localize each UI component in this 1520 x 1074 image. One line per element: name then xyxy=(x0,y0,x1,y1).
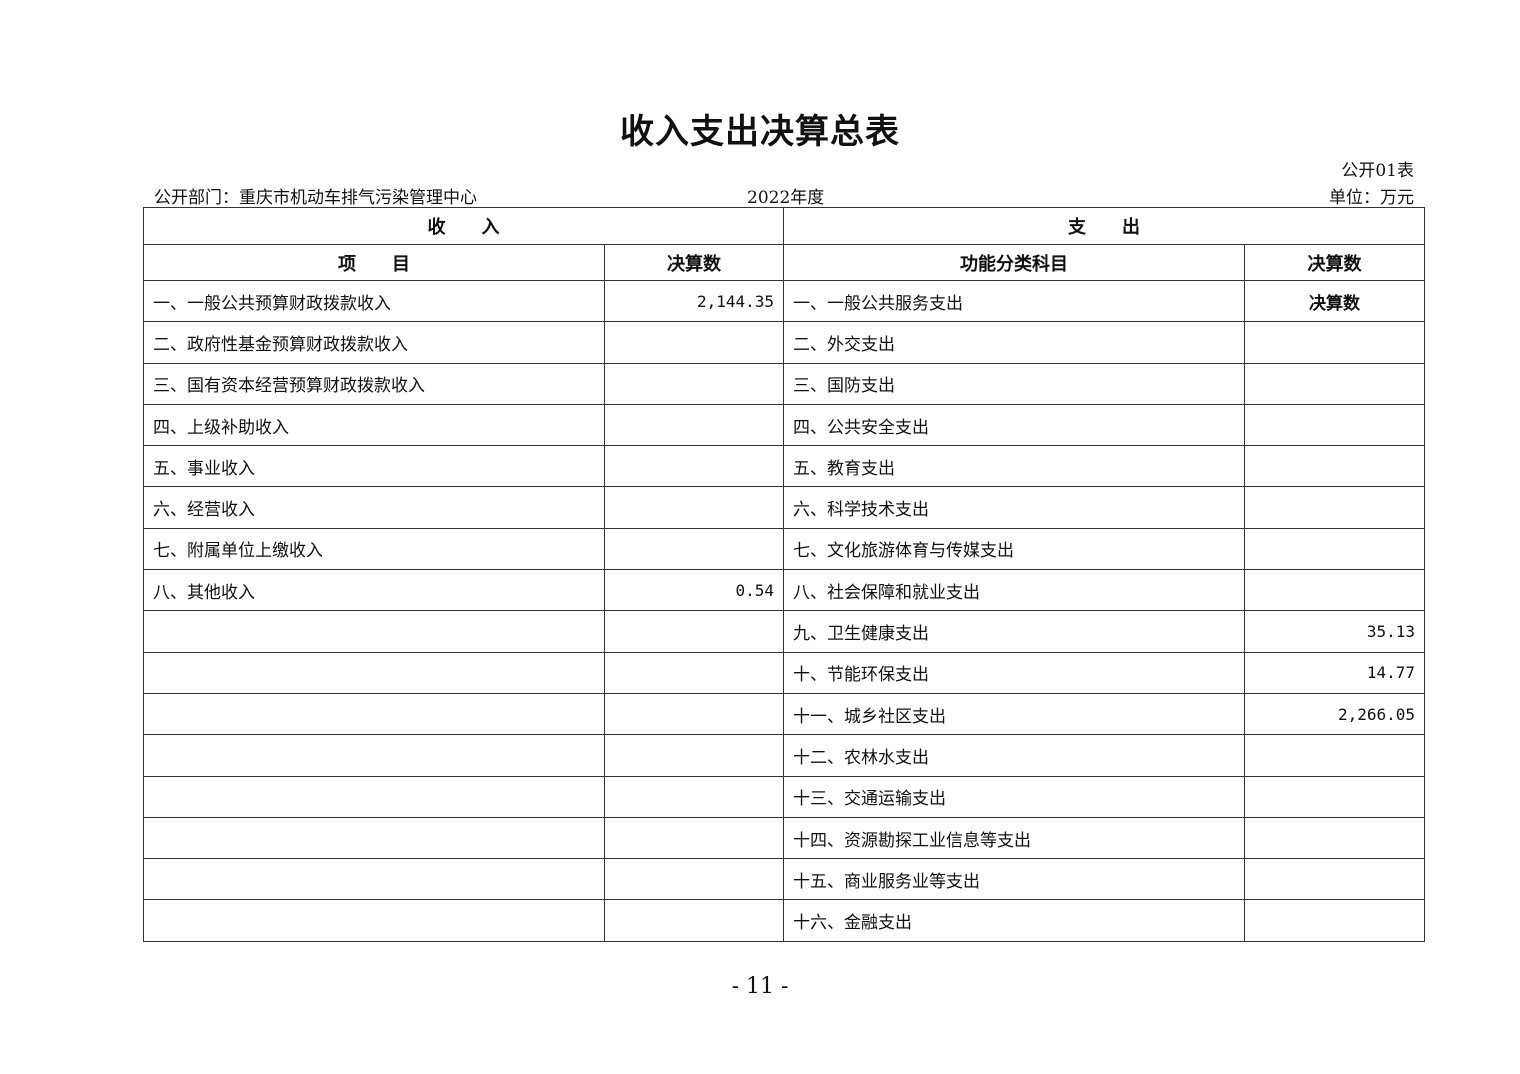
income-amount-cell xyxy=(604,734,784,777)
unit-label: 单位：万元 xyxy=(1329,188,1414,208)
table-row: 十一、城乡社区支出 2,266.05 xyxy=(143,692,1425,736)
income-amount-cell xyxy=(604,651,784,694)
expense-item-cell: 十三、交通运输支出 xyxy=(783,775,1245,818)
table-row: 十三、交通运输支出 xyxy=(143,775,1425,818)
expense-item-cell: 一、一般公共服务支出 xyxy=(783,279,1245,323)
income-item-cell: 八、其他收入 xyxy=(143,569,605,612)
income-item-cell: 四、上级补助收入 xyxy=(143,403,605,447)
page-title: 收入支出决算总表 xyxy=(620,112,900,152)
expense-header: 支 出 xyxy=(783,207,1425,245)
table-row: 四、上级补助收入 四、公共安全支出 xyxy=(143,403,1425,447)
expense-amount-cell xyxy=(1244,775,1425,818)
table-row: 九、卫生健康支出 35.13 xyxy=(143,610,1425,653)
income-item-cell xyxy=(143,858,605,901)
table-row: 七、附属单位上缴收入 七、文化旅游体育与传媒支出 xyxy=(143,527,1425,571)
expense-amount-cell xyxy=(1244,486,1425,529)
expense-item-cell: 八、社会保障和就业支出 xyxy=(783,569,1245,612)
income-item-cell xyxy=(143,734,605,777)
page-number: - 11 - xyxy=(731,974,789,999)
table-row: 十六、金融支出 xyxy=(143,899,1425,942)
expense-item-cell: 七、文化旅游体育与传媒支出 xyxy=(783,527,1245,571)
income-amount-cell: 0.54 xyxy=(604,569,784,612)
income-amount-cell xyxy=(604,858,784,901)
income-header: 收 入 xyxy=(143,207,784,245)
expense-item-cell: 十六、金融支出 xyxy=(783,899,1245,942)
expense-item-cell: 十、节能环保支出 xyxy=(783,651,1245,694)
income-amount-cell xyxy=(604,527,784,571)
income-amount-cell xyxy=(604,775,784,818)
income-item-cell xyxy=(143,610,605,653)
income-amount-header: 决算数 xyxy=(604,244,784,281)
income-item-cell xyxy=(143,692,605,736)
table-row: 六、经营收入 六、科学技术支出 xyxy=(143,486,1425,529)
table-row: 八、其他收入 0.54 八、社会保障和就业支出 xyxy=(143,569,1425,612)
income-amount-cell xyxy=(604,692,784,736)
income-item-cell: 七、附属单位上缴收入 xyxy=(143,527,605,571)
expense-item-cell: 十二、农林水支出 xyxy=(783,734,1245,777)
expense-amount-cell xyxy=(1244,816,1425,860)
expense-amount-cell xyxy=(1244,858,1425,901)
income-amount-cell xyxy=(604,321,784,364)
income-amount-cell xyxy=(604,899,784,942)
income-item-cell xyxy=(143,775,605,818)
income-item-cell xyxy=(143,651,605,694)
expense-amount-cell: 35.13 xyxy=(1244,610,1425,653)
table-row: 十二、农林水支出 xyxy=(143,734,1425,777)
expense-amount-cell: 14.77 xyxy=(1244,651,1425,694)
expense-item-cell: 十四、资源勘探工业信息等支出 xyxy=(783,816,1245,860)
income-amount-cell xyxy=(604,445,784,488)
expense-amount-cell xyxy=(1244,899,1425,942)
expense-item-cell: 五、教育支出 xyxy=(783,445,1245,488)
income-item-header: 项 目 xyxy=(143,244,605,281)
income-item-cell xyxy=(143,899,605,942)
income-item-cell xyxy=(143,816,605,860)
table-row: 五、事业收入 五、教育支出 xyxy=(143,445,1425,488)
department: 公开部门：重庆市机动车排气污染管理中心 xyxy=(154,188,477,208)
expense-amount-header: 决算数 xyxy=(1244,244,1425,281)
expense-amount-cell xyxy=(1244,445,1425,488)
income-amount-cell: 2,144.35 xyxy=(604,279,784,323)
expense-item-cell: 四、公共安全支出 xyxy=(783,403,1245,447)
expense-amount-cell xyxy=(1244,527,1425,571)
table-row: 十五、商业服务业等支出 xyxy=(143,858,1425,901)
income-item-cell: 五、事业收入 xyxy=(143,445,605,488)
table-code: 公开01表 xyxy=(1341,161,1414,181)
expense-amount-cell xyxy=(1244,362,1425,405)
income-expense-table: 收 入 支 出 项 目 决算数 功能分类科目 决算数 一、一般公共预算财政拨款收… xyxy=(143,207,1425,942)
expense-item-cell: 十五、商业服务业等支出 xyxy=(783,858,1245,901)
table-row: 十、节能环保支出 14.77 xyxy=(143,651,1425,694)
expense-item-header: 功能分类科目 xyxy=(783,244,1245,281)
table-row: 二、政府性基金预算财政拨款收入 二、外交支出 xyxy=(143,321,1425,364)
income-amount-cell xyxy=(604,403,784,447)
expense-amount-cell xyxy=(1244,569,1425,612)
income-amount-cell xyxy=(604,816,784,860)
expense-amount-cell xyxy=(1244,403,1425,447)
table-row: 十四、资源勘探工业信息等支出 xyxy=(143,816,1425,860)
income-amount-cell xyxy=(604,486,784,529)
expense-amount-cell: 2,266.05 xyxy=(1244,692,1425,736)
income-amount-cell xyxy=(604,610,784,653)
fiscal-year: 2022年度 xyxy=(747,188,825,208)
income-item-cell: 一、一般公共预算财政拨款收入 xyxy=(143,279,605,323)
income-amount-cell xyxy=(604,362,784,405)
expense-item-cell: 二、外交支出 xyxy=(783,321,1245,364)
expense-item-cell: 九、卫生健康支出 xyxy=(783,610,1245,653)
income-item-cell: 六、经营收入 xyxy=(143,486,605,529)
income-item-cell: 三、国有资本经营预算财政拨款收入 xyxy=(143,362,605,405)
table-row: 一、一般公共预算财政拨款收入 2,144.35 一、一般公共服务支出 决算数 xyxy=(143,279,1425,323)
table-row: 三、国有资本经营预算财政拨款收入 三、国防支出 xyxy=(143,362,1425,405)
expense-item-cell: 六、科学技术支出 xyxy=(783,486,1245,529)
expense-amount-cell xyxy=(1244,321,1425,364)
expense-item-cell: 十一、城乡社区支出 xyxy=(783,692,1245,736)
expense-amount-cell: 决算数 xyxy=(1244,279,1425,323)
expense-amount-cell xyxy=(1244,734,1425,777)
income-item-cell: 二、政府性基金预算财政拨款收入 xyxy=(143,321,605,364)
expense-item-cell: 三、国防支出 xyxy=(783,362,1245,405)
